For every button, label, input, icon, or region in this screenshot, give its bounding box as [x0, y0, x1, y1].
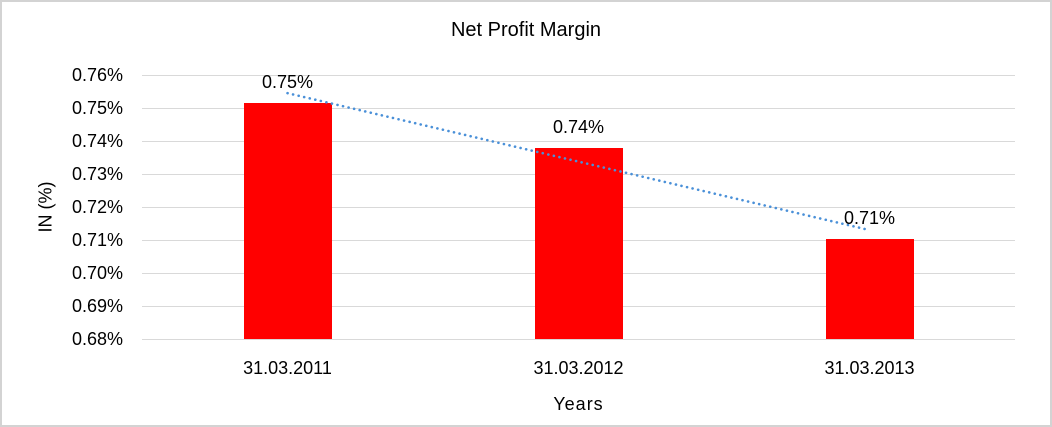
y-tick-label: 0.76%	[71, 65, 123, 85]
x-axis-title: Years	[553, 394, 604, 414]
x-category-label: 31.03.2012	[533, 358, 624, 378]
y-tick-label: 0.72%	[71, 197, 123, 217]
data-label: 0.74%	[552, 116, 605, 137]
data-label: 0.71%	[843, 208, 896, 228]
y-tick-label: 0.74%	[71, 131, 123, 151]
y-tick-label: 0.71%	[71, 230, 123, 250]
chart-title: Net Profit Margin	[450, 19, 602, 41]
x-category-label: 31.03.2011	[243, 358, 332, 378]
data-label: 0.75%	[261, 72, 314, 93]
y-tick-label: 0.75%	[71, 98, 123, 118]
bar	[243, 103, 332, 339]
bar	[825, 239, 914, 339]
bar	[534, 147, 623, 339]
y-tick-label: 0.69%	[71, 296, 123, 316]
y-tick-label: 0.68%	[71, 329, 123, 349]
gridline	[142, 338, 1015, 340]
y-tick-label: 0.73%	[71, 164, 123, 184]
y-tick-label: 0.70%	[71, 263, 123, 283]
gridline	[142, 74, 1015, 76]
x-category-label: 31.03.2013	[824, 358, 915, 378]
